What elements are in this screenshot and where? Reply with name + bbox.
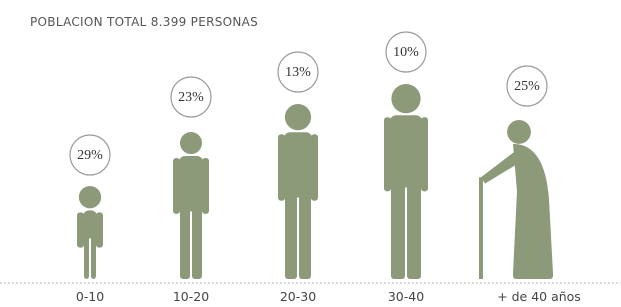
age-label: 0-10 xyxy=(76,289,104,304)
arm-right xyxy=(96,212,103,247)
torso xyxy=(390,115,422,187)
leg-left xyxy=(180,206,190,280)
share-label: 10% xyxy=(393,45,419,60)
share-label: 29% xyxy=(77,148,103,163)
leg-left xyxy=(285,192,297,280)
head xyxy=(79,186,101,208)
age-label: 30-40 xyxy=(388,289,424,304)
age-label: 10-20 xyxy=(173,289,209,304)
head xyxy=(391,84,420,113)
head xyxy=(507,120,531,144)
share-label: 23% xyxy=(178,90,204,105)
person-silhouette xyxy=(173,132,209,279)
person-silhouette xyxy=(384,84,428,279)
person-silhouette xyxy=(479,120,553,279)
arm-right xyxy=(421,117,428,191)
arm-right xyxy=(202,158,209,214)
share-label: 25% xyxy=(514,79,540,94)
head xyxy=(285,104,311,130)
title: POBLACION TOTAL 8.399 PERSONAS xyxy=(30,15,258,29)
arm-right xyxy=(311,134,318,201)
body xyxy=(513,144,553,273)
leg-left xyxy=(84,233,89,280)
head xyxy=(180,132,202,154)
arm-left xyxy=(77,212,84,247)
age-label: + de 40 años xyxy=(497,289,581,304)
leg-right xyxy=(192,206,202,280)
arm-left xyxy=(173,158,180,214)
leg-right xyxy=(299,192,311,280)
arm-left xyxy=(384,117,391,191)
leg-right xyxy=(407,182,421,280)
torso xyxy=(179,156,203,211)
person-silhouette xyxy=(77,186,103,279)
arm-left xyxy=(278,134,285,201)
infographic: POBLACION TOTAL 8.399 PERSONAS 29% 0-10 23… xyxy=(0,0,621,307)
cane xyxy=(479,177,483,279)
share-label: 13% xyxy=(285,65,311,80)
age-label: 20-30 xyxy=(280,289,316,304)
feet xyxy=(513,271,553,279)
figures xyxy=(77,84,553,279)
person-silhouette xyxy=(278,104,318,279)
leg-right xyxy=(91,233,96,280)
torso xyxy=(284,132,312,197)
leg-left xyxy=(391,182,405,280)
